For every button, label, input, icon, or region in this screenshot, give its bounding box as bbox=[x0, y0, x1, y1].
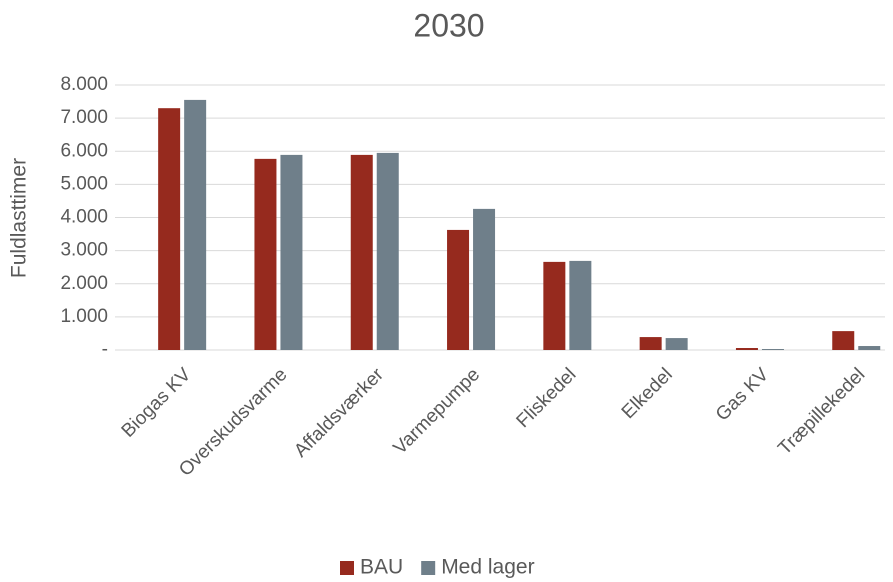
bar bbox=[280, 154, 303, 350]
y-tick-label: 8.000 bbox=[60, 74, 108, 95]
y-tick-label: 5.000 bbox=[60, 173, 108, 194]
legend-swatch bbox=[340, 561, 354, 575]
x-tick-label: Elkedel bbox=[618, 364, 677, 423]
y-tick-label: - bbox=[102, 339, 108, 360]
y-tick-label: 4.000 bbox=[60, 207, 108, 228]
legend-label: Med lager bbox=[441, 556, 534, 579]
bar bbox=[447, 229, 470, 350]
bar bbox=[543, 261, 566, 350]
bar bbox=[569, 260, 592, 350]
bar bbox=[473, 208, 496, 350]
legend-label: BAU bbox=[360, 556, 403, 579]
x-tick-label: Biogas KV bbox=[118, 364, 196, 442]
bar bbox=[376, 152, 399, 350]
x-tick-label: Varmepumpe bbox=[390, 364, 485, 459]
x-tick-label: Træpillekedel bbox=[774, 364, 869, 459]
x-tick-label: Gas KV bbox=[712, 364, 773, 425]
bar bbox=[761, 349, 784, 350]
bar bbox=[158, 108, 181, 350]
legend-swatch bbox=[421, 561, 436, 575]
bar bbox=[665, 338, 688, 350]
bar bbox=[735, 348, 758, 350]
y-tick-label: 6.000 bbox=[60, 140, 108, 161]
bar bbox=[858, 346, 881, 350]
bar bbox=[254, 158, 277, 350]
y-tick-label: 2.000 bbox=[60, 273, 108, 294]
y-tick-label: 1.000 bbox=[60, 306, 108, 327]
chart-title: 2030 bbox=[413, 7, 484, 43]
y-axis-label: Fuldlasttimer bbox=[8, 158, 31, 278]
bar bbox=[639, 337, 662, 350]
x-tick-label: Fliskedel bbox=[513, 364, 581, 432]
bar bbox=[184, 99, 207, 350]
bar bbox=[350, 154, 373, 350]
y-tick-label: 7.000 bbox=[60, 107, 108, 128]
bar bbox=[832, 331, 855, 350]
x-tick-label: Affaldsværker bbox=[290, 364, 388, 462]
y-tick-label: 3.000 bbox=[60, 240, 108, 261]
